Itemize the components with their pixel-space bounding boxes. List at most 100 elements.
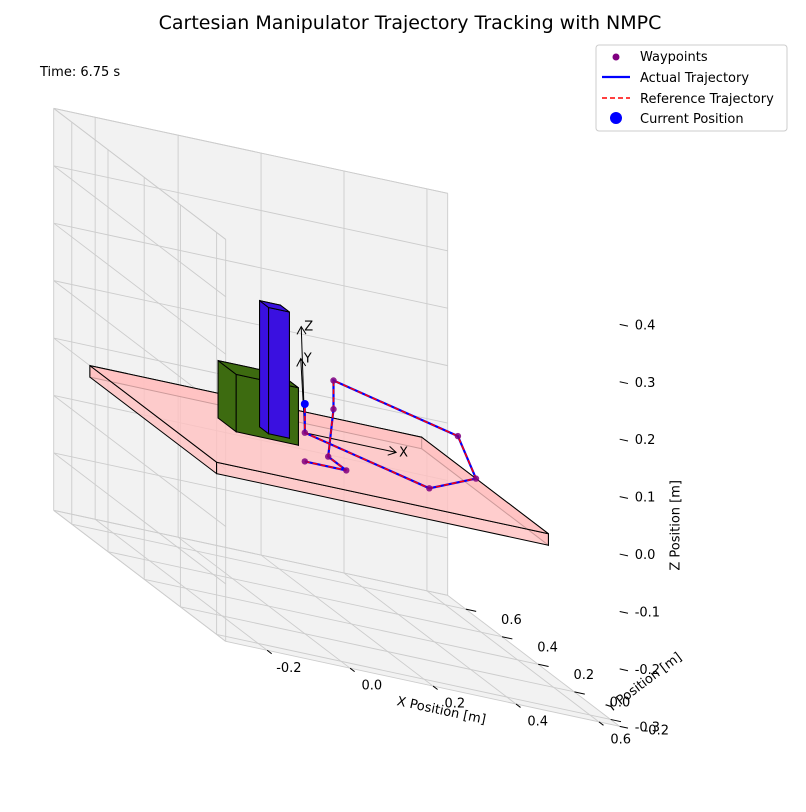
z-tick-mark <box>619 668 629 672</box>
reference-trajectory <box>304 379 478 490</box>
z-grid-back <box>53 280 448 367</box>
y-tick-mark <box>574 691 585 695</box>
z-tick-mark <box>619 438 629 442</box>
waypoint-marker <box>472 475 480 482</box>
legend: Waypoints Actual Trajectory Reference Tr… <box>595 44 788 132</box>
z-axis-label: Z Position [m] <box>669 480 684 571</box>
pane-edge <box>53 107 448 194</box>
z-tick-label: -0.1 <box>635 606 660 621</box>
tick-marks: -0.20.00.20.40.6-0.20.00.20.40.6-0.3-0.2… <box>266 318 669 747</box>
y-grid-floor <box>107 551 503 638</box>
pane-edge <box>53 107 226 240</box>
legend-box <box>595 44 788 132</box>
pane-edge <box>53 509 226 642</box>
x-tick-label: 0.0 <box>361 679 382 694</box>
x-tick-label: 0.2 <box>444 697 465 712</box>
waypoint-marker <box>301 429 308 436</box>
scene-objects: X Y Z <box>89 299 549 547</box>
legend-actual-label: Actual Trajectory <box>640 71 749 86</box>
legend-current-marker <box>610 112 622 124</box>
y-tick-mark <box>465 608 477 612</box>
z-grid-back <box>53 165 448 252</box>
blue-box-face <box>259 299 270 435</box>
pane-edge <box>447 594 620 727</box>
y-axis-label: Y Position [m] <box>603 650 684 717</box>
waypoint-marker <box>325 453 332 460</box>
z-tick-label: 0.2 <box>635 433 656 448</box>
y-tick-label: 0.2 <box>573 668 594 683</box>
y-tick-mark <box>610 718 622 723</box>
blue-box-face <box>268 306 290 439</box>
z-tick-label: -0.2 <box>635 663 660 678</box>
x-grid-floor <box>426 590 600 723</box>
z-grid-side <box>53 222 226 355</box>
current-position-marker <box>300 400 309 408</box>
x-tick-mark <box>432 685 438 690</box>
x-tick-label: 0.6 <box>610 732 631 747</box>
z-tick-mark <box>619 323 629 327</box>
x-grid-floor <box>94 518 268 651</box>
y-tick-mark <box>501 636 513 640</box>
z-grid-side <box>53 395 226 527</box>
x-tick-mark <box>515 703 521 708</box>
x-tick-mark <box>598 721 604 726</box>
y-grid-floor <box>144 578 539 665</box>
blue-box-face <box>259 300 290 313</box>
waypoint-marker <box>330 406 337 413</box>
y-grid-floor <box>180 606 575 693</box>
z-tick-label: 0.1 <box>635 491 656 506</box>
z-tick-mark <box>619 610 629 614</box>
axis-panes <box>53 108 620 727</box>
z-tick-label: 0.4 <box>635 318 656 333</box>
frame-axis-label: Z <box>304 320 313 335</box>
frame-arrowhead <box>296 357 307 367</box>
legend-current-label: Current Position <box>640 112 744 127</box>
frame-arrowhead <box>296 325 307 335</box>
z-tick-mark <box>619 496 629 499</box>
x-grid-floor <box>260 554 434 687</box>
z-tick-label: 0.3 <box>635 376 656 391</box>
y-tick-label: 0.0 <box>610 696 631 711</box>
waypoint-marker <box>454 432 462 440</box>
chart-title: Cartesian Manipulator Trajectory Trackin… <box>159 12 662 34</box>
y-tick-label: 0.6 <box>501 613 522 628</box>
z-tick-label: -0.3 <box>635 720 660 735</box>
x-tick-label: -0.2 <box>276 661 301 676</box>
x-axis-label: X Position [m] <box>395 694 487 728</box>
pane-edge <box>53 509 448 596</box>
x-tick-mark <box>349 667 355 673</box>
waypoint-marker <box>426 485 433 492</box>
z-grid-back <box>53 452 448 539</box>
y-grid-floor <box>71 523 466 610</box>
frame-axis-x <box>304 432 397 453</box>
frame-axis-label: Y <box>303 352 312 367</box>
z-tick-label: 0.0 <box>635 548 656 563</box>
x-grid-floor <box>177 536 351 669</box>
time-annotation: Time: 6.75 s <box>39 65 120 80</box>
y-tick-mark <box>538 663 549 668</box>
z-grid-back <box>53 222 448 309</box>
x-tick-mark <box>266 649 272 655</box>
waypoint-marker <box>330 377 337 384</box>
frame-axis-label: X <box>399 445 408 460</box>
y-grid-floor <box>216 634 611 720</box>
side-pane <box>53 108 226 642</box>
trajectory-lines <box>300 377 480 492</box>
y-tick-label: 0.4 <box>537 641 558 656</box>
legend-waypoints-label: Waypoints <box>640 50 708 65</box>
legend-waypoints-marker <box>612 53 620 61</box>
legend-reference-label: Reference Trajectory <box>640 92 774 107</box>
x-grid-floor <box>343 572 517 705</box>
z-tick-mark <box>619 553 629 557</box>
z-grid-side <box>53 165 226 298</box>
y-tick-label: -0.2 <box>644 723 669 738</box>
waypoint-marker <box>301 458 308 465</box>
x-tick-label: 0.4 <box>527 715 548 730</box>
z-grid-side <box>53 452 226 585</box>
frame-arrowhead <box>387 446 398 456</box>
pane-edge <box>225 640 620 727</box>
grid-lines <box>53 107 620 727</box>
z-tick-mark <box>619 725 629 729</box>
waypoint-marker <box>343 467 350 474</box>
